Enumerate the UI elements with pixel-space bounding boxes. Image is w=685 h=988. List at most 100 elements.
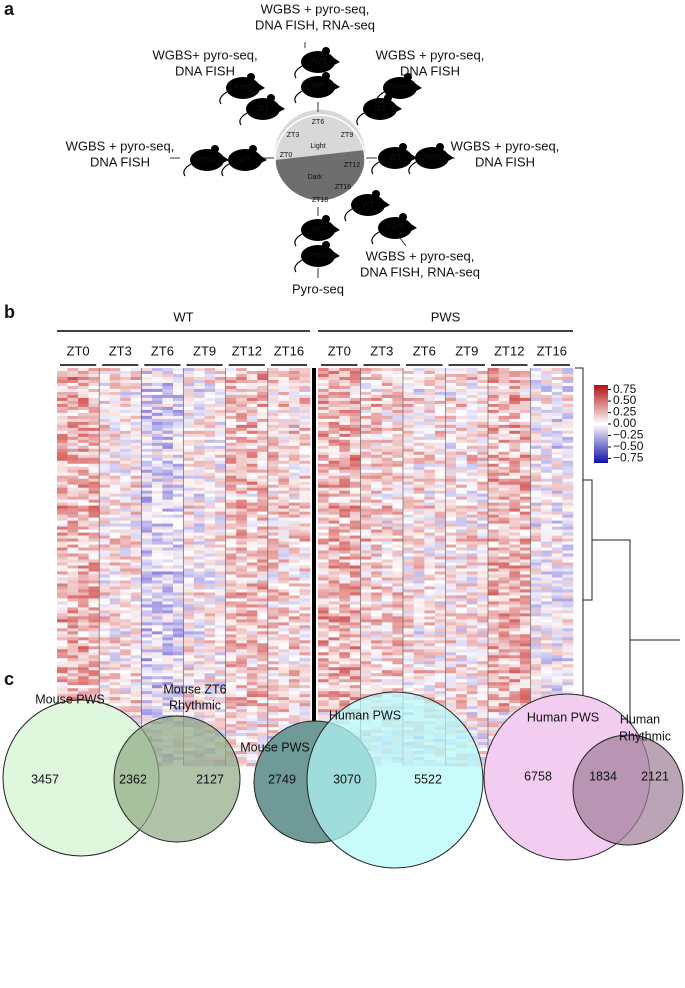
heat-cell: [278, 373, 290, 378]
heat-cell: [257, 436, 269, 441]
heat-cell: [67, 562, 79, 566]
heat-cell: [371, 535, 382, 539]
heat-cell: [392, 604, 404, 608]
heat-cell: [381, 502, 393, 506]
heat-cell: [257, 583, 269, 587]
heat-cell: [183, 388, 195, 393]
heat-cell: [360, 655, 372, 659]
heat-cell: [257, 442, 269, 447]
heat-cell: [424, 538, 436, 542]
heat-cell: [57, 655, 68, 659]
heat-cell: [141, 523, 153, 527]
heat-cell: [477, 439, 489, 444]
heat-cell: [88, 445, 100, 450]
heat-cell: [349, 385, 361, 390]
heat-cell: [328, 406, 340, 411]
heat-cell: [120, 649, 131, 653]
heat-cell: [151, 550, 163, 554]
heat-cell: [288, 409, 300, 414]
heat-cell: [109, 433, 121, 438]
heat-cell: [99, 511, 110, 515]
heat-cell: [88, 697, 100, 701]
heat-cell: [413, 448, 425, 453]
heat-cell: [225, 544, 237, 548]
heat-cell: [424, 610, 436, 614]
heat-cell: [413, 664, 425, 668]
heat-cell: [67, 691, 79, 695]
heat-cell: [173, 409, 184, 414]
heat-cell: [130, 463, 142, 468]
heat-cell: [403, 580, 414, 584]
heat-cell: [246, 712, 258, 716]
heat-cell: [328, 475, 340, 480]
heat-cell: [109, 613, 121, 617]
heat-cell: [236, 469, 247, 474]
heat-cell: [339, 679, 351, 683]
heat-cell: [88, 409, 100, 414]
heat-cell: [318, 370, 329, 375]
heat-cell: [339, 397, 351, 402]
heat-cell: [183, 634, 195, 638]
heat-cell: [67, 610, 79, 614]
heat-cell: [288, 715, 300, 719]
heat-cell: [434, 403, 446, 408]
heat-cell: [88, 670, 100, 674]
heat-cell: [78, 550, 89, 554]
heat-cell: [360, 532, 372, 536]
heat-cell: [403, 604, 414, 608]
heat-cell: [109, 421, 121, 426]
heat-cell: [257, 691, 269, 695]
heat-cell: [318, 526, 329, 530]
heat-cell: [183, 430, 195, 435]
heat-cell: [78, 457, 89, 462]
heat-cell: [204, 472, 216, 477]
heat-cell: [267, 580, 279, 584]
heat-cell: [130, 433, 142, 438]
heat-cell: [246, 721, 258, 725]
heat-cell: [349, 373, 361, 378]
heat-cell: [173, 646, 184, 650]
heat-cell: [215, 571, 226, 575]
heat-cell: [173, 373, 184, 378]
heat-cell: [162, 535, 174, 539]
heat-cell: [225, 619, 237, 623]
heat-cell: [403, 553, 414, 557]
heat-cell: [360, 373, 372, 378]
heat-cell: [257, 421, 269, 426]
heat-cell: [288, 649, 300, 653]
heat-cell: [413, 631, 425, 635]
heat-cell: [339, 592, 351, 596]
heat-cell: [236, 385, 247, 390]
heat-cell: [328, 418, 340, 423]
heat-cell: [257, 580, 269, 584]
heat-cell: [88, 622, 100, 626]
heat-cell: [318, 505, 329, 509]
heat-cell: [130, 610, 142, 614]
heat-cell: [225, 457, 237, 462]
heat-cell: [413, 412, 425, 417]
heat-cell: [371, 619, 382, 623]
heat-cell: [99, 577, 110, 581]
heat-cell: [120, 532, 131, 536]
heat-cell: [267, 553, 279, 557]
heat-cell: [215, 730, 226, 734]
heat-cell: [225, 667, 237, 671]
heat-cell: [424, 643, 436, 647]
heat-cell: [151, 667, 163, 671]
heat-cell: [477, 403, 489, 408]
heat-cell: [57, 451, 68, 456]
heat-cell: [278, 703, 290, 707]
heat-cell: [67, 634, 79, 638]
heat-cell: [360, 535, 372, 539]
heat-cell: [215, 574, 226, 578]
heat-cell: [267, 601, 279, 605]
heat-cell: [194, 409, 205, 414]
heat-cell: [194, 490, 205, 494]
heat-cell: [162, 562, 174, 566]
heat-cell: [424, 368, 436, 372]
heat-cell: [392, 655, 404, 659]
heat-cell: [99, 496, 110, 500]
heat-cell: [120, 460, 131, 465]
heat-cell: [88, 553, 100, 557]
heat-cell: [120, 610, 131, 614]
